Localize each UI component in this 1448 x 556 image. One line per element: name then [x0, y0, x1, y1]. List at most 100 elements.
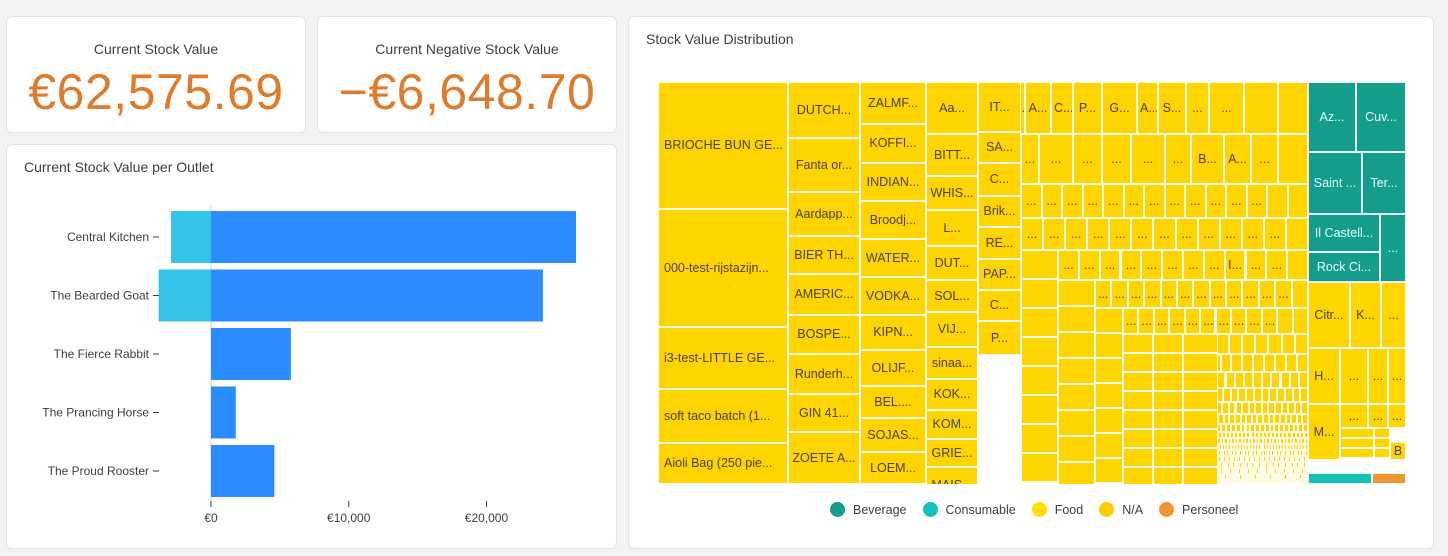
treemap-cell[interactable]: Fanta or...: [788, 138, 860, 192]
treemap-cell[interactable]: [1231, 450, 1234, 456]
treemap-cell[interactable]: [1183, 334, 1218, 353]
treemap-cell[interactable]: [1227, 438, 1231, 444]
treemap-cell[interactable]: [1245, 468, 1248, 474]
treemap-cell[interactable]: [1374, 438, 1390, 448]
treemap-cell[interactable]: [1234, 432, 1239, 438]
treemap-cell[interactable]: [1218, 456, 1221, 462]
treemap-cell[interactable]: [1279, 432, 1284, 438]
treemap-cell[interactable]: [1258, 480, 1261, 484]
treemap-cell[interactable]: [1340, 438, 1374, 448]
treemap-cell[interactable]: [1218, 444, 1222, 450]
treemap-cell[interactable]: [1230, 480, 1233, 484]
treemap-cell[interactable]: [1303, 456, 1306, 462]
treemap-cell[interactable]: ...: [1123, 308, 1139, 334]
treemap-cell[interactable]: [1286, 462, 1290, 468]
treemap-cell[interactable]: soft taco batch (1...: [658, 389, 788, 443]
treemap-cell[interactable]: ...: [1263, 218, 1286, 250]
treemap-cell[interactable]: [1217, 432, 1222, 438]
treemap-cell[interactable]: ...: [1241, 218, 1264, 250]
treemap-cell[interactable]: [1294, 402, 1302, 414]
treemap-cell[interactable]: [1231, 438, 1235, 444]
treemap-cell[interactable]: [1299, 474, 1302, 480]
treemap-cell[interactable]: [1274, 414, 1280, 424]
treemap-cell[interactable]: [1266, 432, 1272, 438]
treemap-cell[interactable]: [1256, 474, 1259, 480]
treemap-cell[interactable]: ...: [1184, 308, 1201, 334]
treemap-cell[interactable]: sinaa...: [926, 347, 978, 379]
treemap-cell[interactable]: [1246, 432, 1251, 438]
treemap-cell[interactable]: [1246, 480, 1249, 484]
treemap-cell[interactable]: [1286, 474, 1289, 480]
treemap-cell[interactable]: [1257, 444, 1261, 450]
treemap-cell[interactable]: ...: [1153, 218, 1176, 250]
treemap-cell[interactable]: [1303, 480, 1306, 484]
treemap-cell[interactable]: [1248, 402, 1256, 414]
treemap-cell[interactable]: [1279, 424, 1284, 432]
treemap-cell[interactable]: [1250, 474, 1253, 480]
treemap-cell[interactable]: [1278, 450, 1282, 456]
treemap-cell[interactable]: VODKA...: [860, 277, 926, 315]
treemap-cell[interactable]: [1299, 468, 1302, 474]
treemap-cell[interactable]: [1340, 448, 1374, 458]
treemap-cell[interactable]: [1288, 456, 1291, 462]
treemap-cell[interactable]: [1263, 462, 1266, 468]
treemap-cell[interactable]: [1252, 438, 1256, 444]
treemap-cell[interactable]: Az...: [1308, 82, 1356, 152]
treemap-cell[interactable]: [1240, 468, 1243, 474]
treemap-cell[interactable]: B: [1390, 442, 1406, 460]
treemap-cell[interactable]: [1225, 372, 1235, 388]
treemap-cell[interactable]: [1223, 450, 1226, 456]
treemap-cell[interactable]: [1255, 456, 1258, 462]
treemap-cell[interactable]: [1268, 450, 1271, 456]
treemap-cell[interactable]: [1229, 414, 1235, 424]
treemap-cell[interactable]: [1269, 444, 1273, 450]
treemap-cell[interactable]: [1281, 480, 1284, 484]
treemap-cell[interactable]: [1250, 480, 1253, 484]
treemap-cell[interactable]: [1293, 474, 1296, 480]
treemap-cell[interactable]: [1242, 432, 1247, 438]
treemap-cell[interactable]: [1239, 444, 1243, 450]
treemap-cell[interactable]: [1183, 353, 1218, 372]
treemap-cell[interactable]: [1263, 456, 1266, 462]
treemap-cell[interactable]: Brik...: [978, 196, 1021, 227]
treemap-cell[interactable]: [1287, 468, 1290, 474]
treemap-cell[interactable]: ...: [1258, 280, 1276, 308]
treemap-cell[interactable]: [1275, 480, 1278, 484]
treemap-cell[interactable]: [1123, 353, 1153, 372]
legend-item-consumable[interactable]: Consumable: [922, 502, 1016, 517]
treemap-cell[interactable]: RE...: [978, 227, 1021, 259]
treemap-cell[interactable]: [1246, 414, 1252, 424]
treemap-cell[interactable]: [1253, 372, 1263, 388]
treemap-cell[interactable]: [1244, 450, 1248, 456]
treemap-cell[interactable]: [1260, 450, 1263, 456]
treemap-cell[interactable]: [1245, 444, 1249, 450]
treemap-cell[interactable]: ...: [1340, 404, 1368, 428]
treemap-cell[interactable]: [1253, 388, 1262, 402]
treemap-cell[interactable]: [1021, 308, 1058, 337]
treemap-cell[interactable]: ...: [1153, 308, 1170, 334]
treemap-cell[interactable]: [1251, 462, 1254, 468]
treemap-cell[interactable]: [1279, 480, 1282, 484]
legend-item-na[interactable]: N/A: [1099, 502, 1143, 517]
treemap-cell[interactable]: [1021, 395, 1058, 424]
treemap-cell[interactable]: ...: [1062, 184, 1083, 218]
treemap-cell[interactable]: [1227, 468, 1230, 474]
treemap-cell[interactable]: ...: [1138, 308, 1154, 334]
treemap-cell[interactable]: [1275, 432, 1280, 438]
treemap-cell[interactable]: [1269, 424, 1275, 432]
treemap-cell[interactable]: [1225, 462, 1228, 468]
treemap-cell[interactable]: [1296, 414, 1303, 424]
treemap-cell[interactable]: [1288, 474, 1291, 480]
treemap-cell[interactable]: [1228, 334, 1242, 354]
treemap-cell[interactable]: [1269, 468, 1272, 474]
treemap-cell[interactable]: [1153, 429, 1183, 448]
treemap-cell[interactable]: [1254, 474, 1257, 480]
treemap-cell[interactable]: OLIJF...: [860, 350, 926, 386]
treemap-cell[interactable]: [1218, 474, 1221, 480]
treemap-cell[interactable]: [1243, 474, 1246, 480]
treemap-cell[interactable]: [1258, 474, 1261, 480]
treemap-cell[interactable]: [1123, 467, 1153, 484]
treemap-cell[interactable]: B...: [1191, 134, 1224, 184]
treemap-cell[interactable]: INDIAN...: [860, 163, 926, 201]
treemap-cell[interactable]: [1278, 82, 1308, 134]
